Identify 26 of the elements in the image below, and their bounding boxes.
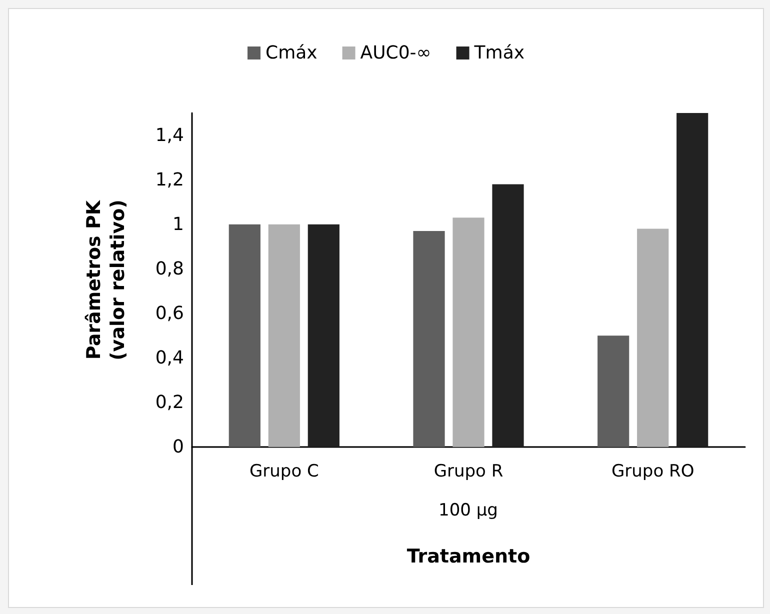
text: 100 µg: [438, 500, 498, 520]
y-tick-label: 1: [172, 214, 184, 235]
bar: [308, 224, 340, 447]
y-tick-label: 0,8: [155, 258, 184, 280]
y-tick-label: 0,6: [155, 302, 184, 324]
y-tick-label: 1,2: [155, 169, 184, 190]
y-tick-label: 0,2: [155, 392, 184, 413]
bar: [413, 231, 445, 447]
bar: [637, 228, 669, 447]
y-axis-title: Parâmetros PK (valor relativo): [83, 199, 129, 360]
bar: [598, 336, 630, 447]
legend-label: Tmáx: [473, 42, 525, 64]
x-axis-title: Tratamento: [406, 546, 530, 568]
y-tick-label: 0: [172, 436, 184, 458]
legend-label: Cmáx: [266, 42, 318, 64]
bar: [452, 218, 484, 447]
bar: [492, 184, 524, 447]
bar: [228, 224, 260, 447]
x-tick-label: Grupo C: [249, 462, 319, 482]
x-tick-label: Grupo RO: [611, 462, 694, 482]
bar: [268, 224, 300, 447]
bar: [676, 113, 708, 447]
y-tick-label: 0,4: [155, 347, 184, 368]
x-tick-label: Grupo R: [434, 462, 504, 482]
legend-label: AUC0-∞: [360, 42, 432, 64]
y-tick-label: 1,4: [155, 124, 184, 146]
